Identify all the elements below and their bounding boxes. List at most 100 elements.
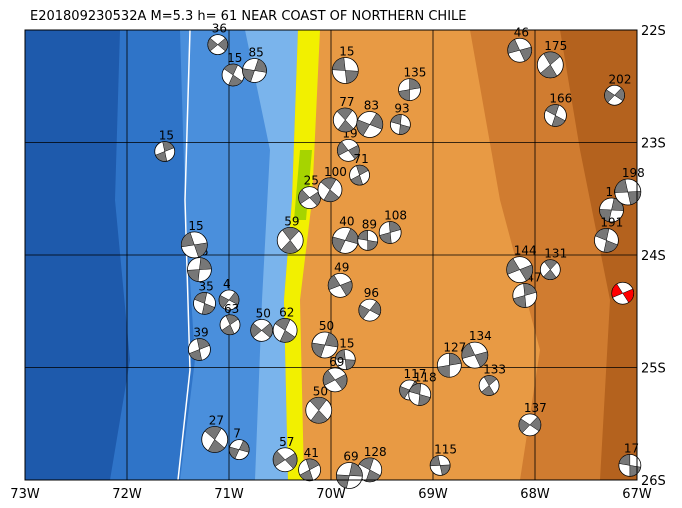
compression-quadrant: [336, 462, 363, 489]
depth-label: 202: [609, 72, 632, 86]
beachball: [536, 51, 564, 79]
lat-tick-label: 23S: [641, 137, 666, 152]
compression-quadrant: [181, 232, 208, 258]
depth-label: 57: [279, 435, 294, 449]
compression-quadrant: [357, 230, 378, 251]
map-frame: [24, 29, 638, 481]
depth-label: 133: [483, 363, 506, 377]
lon-tick-label: 68W: [520, 487, 550, 502]
compression-quadrant: [327, 274, 353, 296]
depth-label: 50: [313, 384, 328, 398]
beachball: [322, 367, 348, 393]
depth-label: 15: [339, 337, 354, 351]
compression-quadrant: [332, 228, 359, 253]
depth-label: 50: [319, 319, 334, 333]
depth-label: 83: [364, 99, 379, 113]
lon-tick-label: 71W: [214, 487, 244, 502]
beachball: [398, 78, 421, 102]
beachball: [358, 298, 382, 322]
compression-quadrant: [337, 141, 360, 160]
compression-quadrant: [461, 343, 489, 368]
beachball: [604, 84, 625, 106]
depth-label: 50: [256, 306, 271, 320]
beachball: [436, 352, 462, 378]
compression-quadrant: [207, 37, 229, 52]
depth-label: 117: [404, 367, 427, 381]
lat-tick-label: 26S: [641, 474, 666, 489]
beachball: [327, 272, 353, 298]
depth-label: 93: [394, 102, 409, 116]
depth-label: 17: [624, 441, 639, 455]
beachball: [539, 259, 561, 281]
lat-tick-label: 22S: [641, 24, 666, 39]
beachball: [187, 257, 212, 283]
depth-label: 137: [524, 401, 547, 415]
beachball: [336, 138, 360, 162]
beachball: [356, 111, 384, 138]
focal-mechanisms: 3615851515197783931354617520216616019871…: [154, 22, 645, 489]
beachball: [332, 107, 358, 133]
beachball: [389, 114, 411, 135]
beachball: [317, 177, 343, 203]
beachball: [154, 141, 176, 162]
depth-label: 36: [212, 22, 227, 36]
depth-label: 15: [188, 219, 203, 233]
compression-quadrant: [512, 283, 537, 308]
compression-quadrant: [437, 352, 462, 378]
beachball: [276, 226, 304, 254]
compression-quadrant: [358, 301, 382, 320]
depth-label: 175: [544, 39, 567, 53]
depth-label: 35: [199, 279, 214, 293]
beachball: [611, 281, 635, 305]
compression-quadrant: [518, 416, 542, 434]
title: E201809230532A M=5.3 h= 61 NEAR COAST OF…: [30, 9, 467, 24]
compression-quadrant: [350, 164, 369, 186]
compression-quadrant: [611, 283, 634, 303]
compression-quadrant: [358, 457, 381, 483]
depth-label: 7: [233, 427, 241, 441]
compression-quadrant: [322, 369, 348, 390]
compression-quadrant: [274, 318, 296, 343]
compression-quadrant: [398, 78, 421, 101]
depth-label: 69: [329, 355, 344, 369]
beachball: [518, 413, 542, 437]
depth-label: 41: [304, 446, 319, 460]
depth-label: 39: [193, 326, 208, 340]
depth-label: 135: [404, 66, 427, 80]
depth-label: 100: [324, 165, 347, 179]
beachball: [298, 458, 321, 482]
compression-quadrant: [155, 141, 175, 162]
beachball: [272, 447, 298, 473]
beachball: [221, 63, 245, 87]
beachball: [544, 104, 567, 127]
depth-label: 62: [279, 305, 294, 319]
beachball: [349, 164, 370, 186]
depth-label: 118: [414, 371, 437, 385]
beachball: [478, 375, 500, 396]
depth-label: 25: [304, 174, 319, 188]
compression-quadrant: [250, 322, 273, 338]
beachball: [188, 338, 211, 361]
beachball: [228, 439, 250, 461]
depth-label: 191: [600, 215, 623, 229]
compression-quadrant: [545, 104, 566, 127]
compression-quadrant: [507, 39, 532, 62]
depth-label: 63: [224, 302, 239, 316]
depth-label: 4: [223, 277, 231, 291]
depth-label: 108: [384, 209, 407, 223]
compression-quadrant: [221, 314, 239, 335]
beachball: [429, 454, 451, 476]
beachball: [507, 37, 533, 63]
depth-label: 69: [343, 450, 358, 464]
beachball: [335, 462, 363, 489]
lon-tick-label: 72W: [112, 487, 142, 502]
compression-quadrant: [390, 114, 411, 135]
beachball: [461, 341, 489, 369]
compression-quadrant: [540, 51, 561, 79]
depth-label: 134: [469, 329, 492, 343]
compression-quadrant: [309, 397, 329, 424]
compression-quadrant: [311, 332, 339, 358]
compression-quadrant: [193, 292, 216, 315]
beachball: [242, 58, 267, 83]
